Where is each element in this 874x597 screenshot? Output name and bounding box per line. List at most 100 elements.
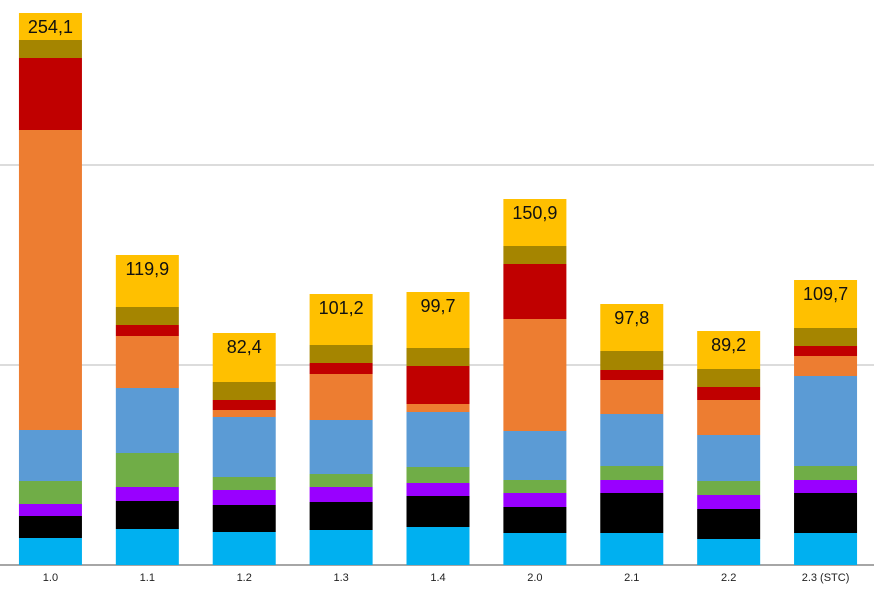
- bar-segment: [794, 466, 858, 480]
- bar-segment: [309, 474, 373, 487]
- bar-segment: [406, 348, 470, 366]
- bar-segment: [600, 370, 664, 380]
- total-label: 101,2: [319, 298, 364, 318]
- x-tick-label: 2.0: [527, 572, 542, 584]
- bar-segment: [406, 527, 470, 565]
- bar-segment: [406, 483, 470, 496]
- x-tick-label: 2.3 (STC): [802, 572, 850, 584]
- bar-segment: [212, 382, 276, 400]
- bar-segment: [697, 509, 761, 539]
- bar-segment: [503, 507, 567, 533]
- bar-segment: [794, 346, 858, 356]
- bar-segment: [115, 453, 179, 487]
- x-tick-label: 1.4: [430, 572, 445, 584]
- bar-segment: [600, 493, 664, 533]
- total-label: 82,4: [227, 337, 262, 357]
- bar-segment: [794, 493, 858, 533]
- bar-segment: [309, 502, 373, 530]
- total-label: 97,8: [614, 308, 649, 328]
- bar-segment: [115, 529, 179, 565]
- bar-segment: [697, 369, 761, 387]
- bar-segment: [406, 496, 470, 527]
- bar-segment: [600, 480, 664, 493]
- bar-segment: [697, 331, 761, 369]
- x-tick-label: 2.1: [624, 572, 639, 584]
- bar-segment: [503, 264, 567, 319]
- bar-segment: [406, 412, 470, 467]
- bar-segment: [18, 13, 82, 40]
- bar-segment: [115, 336, 179, 388]
- bar-segment: [406, 467, 470, 483]
- bar-segment: [794, 328, 858, 346]
- bar-segment: [406, 404, 470, 412]
- total-label: 89,2: [711, 335, 746, 355]
- bar-segment: [697, 495, 761, 509]
- bar-segment: [309, 294, 373, 345]
- bar-segment: [115, 388, 179, 453]
- bar-segment: [309, 345, 373, 363]
- bar-segment: [503, 480, 567, 493]
- bar-segment: [503, 246, 567, 264]
- bar-segment: [18, 538, 82, 565]
- bar-segment: [115, 307, 179, 325]
- bar-segment: [309, 487, 373, 502]
- bar-segment: [600, 351, 664, 370]
- bar-segment: [794, 376, 858, 466]
- bar-segment: [115, 255, 179, 307]
- total-label: 254,1: [28, 17, 73, 37]
- total-label: 119,9: [125, 259, 169, 279]
- bar-segment: [115, 501, 179, 529]
- bar-segment: [503, 533, 567, 565]
- bar-segment: [212, 400, 276, 410]
- bar-segment: [697, 400, 761, 435]
- bar-segment: [600, 380, 664, 414]
- bar-segment: [18, 481, 82, 504]
- x-tick-label: 1.2: [237, 572, 252, 584]
- bar-segment: [697, 387, 761, 400]
- bar-segment: [503, 493, 567, 507]
- bar-segment: [794, 533, 858, 565]
- bar-segment: [600, 304, 664, 351]
- bar-segment: [794, 280, 858, 328]
- bar-segment: [212, 505, 276, 532]
- bar-segment: [212, 490, 276, 505]
- x-tick-label: 1.1: [140, 572, 155, 584]
- bar-segment: [309, 530, 373, 565]
- bar-segment: [697, 539, 761, 565]
- bar-segment: [309, 420, 373, 474]
- bar-segment: [115, 325, 179, 336]
- bar-segment: [18, 516, 82, 538]
- x-tick-label: 1.3: [333, 572, 348, 584]
- bar-segment: [406, 366, 470, 404]
- bar-segment: [697, 435, 761, 481]
- bar-segment: [212, 477, 276, 490]
- bar-segment: [794, 480, 858, 493]
- bar-segment: [18, 58, 82, 130]
- x-tick-label: 2.2: [721, 572, 736, 584]
- bar-segment: [212, 532, 276, 565]
- bar-segment: [309, 363, 373, 374]
- bar-segment: [503, 319, 567, 431]
- bar-segment: [600, 414, 664, 466]
- total-label: 99,7: [420, 296, 455, 316]
- total-label: 109,7: [803, 284, 848, 304]
- bar-segment: [600, 466, 664, 480]
- bar-segment: [406, 292, 470, 348]
- bar-segment: [600, 533, 664, 565]
- bar-segment: [18, 504, 82, 516]
- bar-segment: [503, 431, 567, 480]
- bar-segment: [212, 410, 276, 417]
- bar-segment: [212, 333, 276, 382]
- bar-segment: [18, 40, 82, 58]
- bar-segment: [309, 374, 373, 420]
- bar-segment: [18, 130, 82, 430]
- bar-segment: [794, 356, 858, 376]
- bar-segment: [212, 417, 276, 477]
- x-tick-label: 1.0: [43, 572, 58, 584]
- bar-segment: [697, 481, 761, 495]
- bar-segment: [18, 430, 82, 481]
- bar-segment: [503, 199, 567, 246]
- bar-segment: [115, 487, 179, 501]
- total-label: 150,9: [512, 203, 557, 223]
